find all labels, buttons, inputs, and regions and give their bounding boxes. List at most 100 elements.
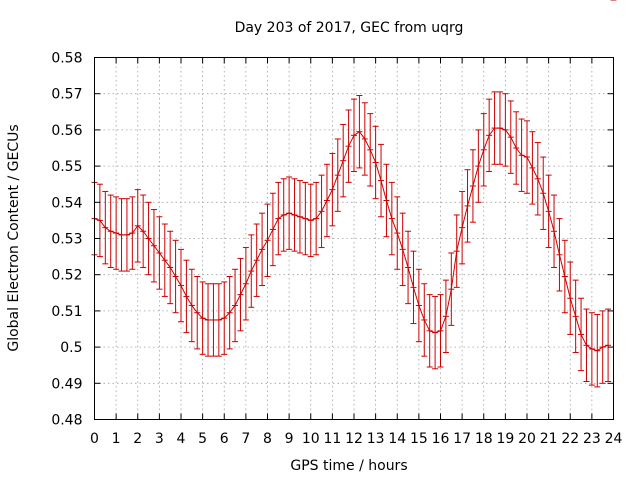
error-bar <box>194 276 201 350</box>
error-bar <box>237 257 244 332</box>
error-bar <box>280 178 287 252</box>
error-bar <box>518 118 525 192</box>
error-bar <box>118 198 125 272</box>
error-bar <box>540 156 547 230</box>
error-bar <box>405 230 412 305</box>
error-bar <box>248 234 255 308</box>
error-bar <box>221 281 228 355</box>
x-tick-label: 23 <box>583 431 601 447</box>
error-bar <box>113 196 120 270</box>
error-bar <box>475 129 482 203</box>
error-bar <box>513 111 520 185</box>
y-tick-label: 0.55 <box>51 159 82 175</box>
x-tick-label: 3 <box>155 431 164 447</box>
x-tick-label: 15 <box>410 431 428 447</box>
y-tick-labels: 0.48 0.49 0.5 0.51 0.52 0.53 0.54 0.55 0.56 0.57 0… <box>51 51 82 429</box>
error-bar <box>210 283 217 357</box>
error-bar <box>567 261 574 335</box>
error-bar <box>351 98 357 173</box>
error-bar <box>491 91 498 165</box>
error-bar <box>496 91 503 165</box>
x-tick-label: 19 <box>496 431 514 447</box>
error-bar <box>172 239 179 314</box>
error-bar <box>129 196 136 270</box>
x-tick-label: 22 <box>561 431 579 447</box>
error-bar <box>399 212 406 287</box>
error-bar <box>453 214 460 288</box>
x-tick-label: 11 <box>323 431 341 447</box>
chart-title: Day 203 of 2017, GEC from uqrg <box>235 20 464 36</box>
error-bar <box>242 247 249 321</box>
error-bar <box>432 295 439 370</box>
error-bar <box>296 180 303 254</box>
error-bar <box>107 194 114 268</box>
x-tick-label: 14 <box>388 431 406 447</box>
y-tick-label: 0.56 <box>51 123 82 139</box>
error-bar <box>269 192 276 267</box>
error-bar <box>578 297 585 372</box>
y-tick-label: 0.57 <box>51 87 82 103</box>
x-tick-label: 13 <box>367 431 385 447</box>
error-bar <box>259 212 266 287</box>
error-bar <box>421 283 428 357</box>
error-bar <box>394 196 401 270</box>
x-tick-label: 12 <box>345 431 363 447</box>
error-bar <box>545 174 552 249</box>
x-tick-label: 1 <box>112 431 121 447</box>
x-tick-labels: 0 1 2 3 4 5 6 7 8 9 10 11 12 13 14 15 16 17 18 19 20 21 22 23 24 <box>90 431 622 447</box>
y-tick-label: 0.48 <box>51 413 82 429</box>
error-bar <box>448 252 455 326</box>
error-bar <box>469 149 476 223</box>
error-bar <box>291 178 298 252</box>
error-bar <box>199 281 206 355</box>
error-bar <box>345 109 352 183</box>
y-axis-label: Global Electron Content / GECUs <box>6 124 22 351</box>
error-bar <box>178 248 184 323</box>
error-bar <box>486 98 493 173</box>
error-bar <box>442 279 449 354</box>
error-bar <box>356 95 363 169</box>
x-tick-label: 8 <box>263 431 272 447</box>
error-bar <box>340 123 347 198</box>
error-bar <box>323 163 330 238</box>
error-bar <box>205 283 212 357</box>
x-tick-label: 0 <box>90 431 99 447</box>
y-tick-label: 0.49 <box>51 376 82 392</box>
error-bar <box>226 276 233 350</box>
axis-ticks <box>94 57 614 420</box>
error-bar <box>232 268 239 343</box>
error-bar <box>556 218 563 292</box>
error-bar <box>583 308 590 382</box>
error-bar <box>507 100 514 174</box>
x-tick-label: 9 <box>285 431 294 447</box>
x-tick-label: 10 <box>302 431 320 447</box>
x-tick-label: 17 <box>453 431 471 447</box>
y-tick-label: 0.5 <box>60 340 82 356</box>
x-tick-label: 21 <box>540 431 558 447</box>
error-bar <box>551 194 558 268</box>
error-bar <box>96 183 103 258</box>
y-tick-label: 0.52 <box>51 268 82 284</box>
error-bar <box>167 230 174 305</box>
error-bar <box>134 189 141 263</box>
error-bar <box>378 143 385 218</box>
y-tick-label: 0.54 <box>51 195 82 211</box>
error-bar <box>161 223 168 297</box>
error-bar <box>140 194 147 268</box>
error-bar <box>599 310 606 384</box>
error-bar <box>561 239 568 314</box>
y-tick-label: 0.51 <box>51 304 82 320</box>
error-bar <box>410 250 417 325</box>
x-tick-label: 24 <box>605 431 623 447</box>
error-bar <box>464 169 471 243</box>
error-bar <box>123 198 130 272</box>
error-bar <box>388 181 395 256</box>
error-bar <box>372 125 379 200</box>
error-bar <box>426 294 433 368</box>
error-bar <box>572 279 579 354</box>
error-bar <box>150 209 157 283</box>
y-tick-label: 0.58 <box>51 51 82 67</box>
error-bar <box>286 176 293 250</box>
error-bar <box>215 283 222 357</box>
error-bar <box>459 190 466 265</box>
